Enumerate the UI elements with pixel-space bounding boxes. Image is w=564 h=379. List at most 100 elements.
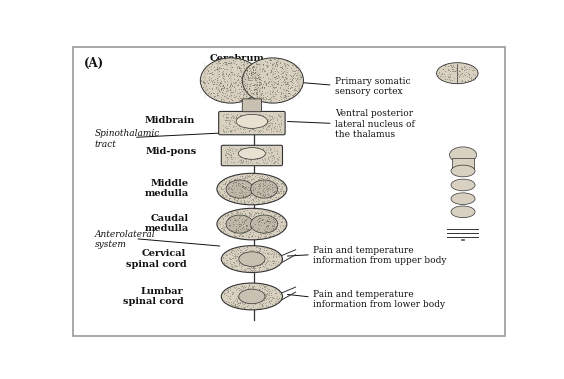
Point — [253, 127, 262, 133]
Point — [251, 210, 260, 216]
Point — [261, 222, 270, 228]
Point — [249, 125, 258, 132]
Point — [233, 76, 242, 82]
Point — [248, 145, 257, 151]
Point — [266, 187, 275, 193]
Point — [239, 283, 248, 290]
Point — [236, 158, 245, 164]
Point — [266, 219, 275, 225]
Point — [228, 227, 237, 233]
Point — [252, 158, 261, 164]
Point — [258, 302, 267, 309]
Ellipse shape — [451, 206, 475, 218]
Point — [228, 290, 237, 296]
Point — [265, 218, 274, 224]
Point — [235, 193, 244, 199]
Point — [270, 154, 279, 160]
Point — [253, 227, 262, 233]
Point — [197, 77, 206, 83]
Point — [248, 122, 257, 128]
Point — [227, 263, 236, 269]
Point — [235, 66, 244, 72]
Point — [243, 83, 252, 89]
Point — [281, 96, 290, 102]
Point — [274, 112, 283, 118]
Point — [261, 144, 270, 150]
Point — [255, 262, 264, 268]
Point — [253, 72, 262, 78]
Point — [241, 180, 250, 186]
Point — [266, 247, 275, 254]
Point — [229, 113, 238, 119]
Point — [227, 92, 236, 99]
Point — [240, 229, 249, 235]
Point — [265, 220, 274, 226]
Point — [267, 222, 276, 229]
Point — [243, 225, 252, 231]
Point — [202, 78, 211, 84]
Point — [230, 251, 239, 257]
Point — [257, 252, 266, 258]
Point — [274, 154, 283, 160]
Point — [243, 88, 252, 94]
Point — [245, 65, 254, 71]
Point — [268, 189, 277, 195]
Point — [233, 301, 242, 307]
Point — [255, 153, 265, 159]
Point — [229, 190, 238, 196]
Point — [272, 113, 281, 119]
Point — [227, 96, 236, 102]
Point — [270, 154, 279, 160]
Point — [217, 184, 226, 190]
Point — [232, 71, 241, 77]
Point — [210, 93, 219, 99]
Point — [261, 222, 270, 229]
Point — [276, 126, 285, 132]
Point — [273, 73, 282, 79]
Point — [257, 113, 266, 119]
Point — [252, 291, 261, 298]
Point — [228, 145, 237, 151]
Point — [240, 196, 249, 202]
Point — [272, 261, 281, 267]
Point — [229, 182, 238, 188]
Point — [268, 197, 277, 204]
Point — [237, 97, 246, 103]
Point — [277, 190, 286, 196]
Point — [252, 244, 261, 250]
Point — [249, 114, 258, 121]
Point — [235, 179, 244, 185]
Point — [219, 260, 228, 266]
Point — [239, 224, 248, 230]
Point — [261, 303, 270, 309]
Point — [255, 234, 265, 240]
Point — [239, 191, 248, 197]
Point — [243, 244, 252, 250]
Point — [273, 298, 282, 304]
Point — [275, 123, 284, 129]
Point — [262, 186, 271, 192]
Point — [257, 117, 266, 124]
Point — [283, 62, 292, 68]
Point — [232, 223, 241, 229]
Point — [268, 260, 277, 266]
Point — [254, 174, 263, 180]
Point — [263, 251, 272, 257]
Point — [245, 181, 254, 187]
Ellipse shape — [221, 246, 283, 273]
Point — [222, 300, 231, 306]
Point — [245, 281, 254, 287]
Point — [258, 285, 267, 291]
Point — [248, 71, 257, 77]
Point — [241, 124, 250, 130]
Point — [458, 70, 467, 76]
Point — [254, 216, 263, 222]
Point — [264, 176, 273, 182]
Point — [200, 78, 209, 85]
Point — [274, 185, 283, 191]
Point — [235, 221, 244, 227]
Point — [271, 189, 280, 195]
Point — [243, 226, 252, 232]
Point — [230, 258, 239, 265]
Point — [240, 80, 249, 86]
